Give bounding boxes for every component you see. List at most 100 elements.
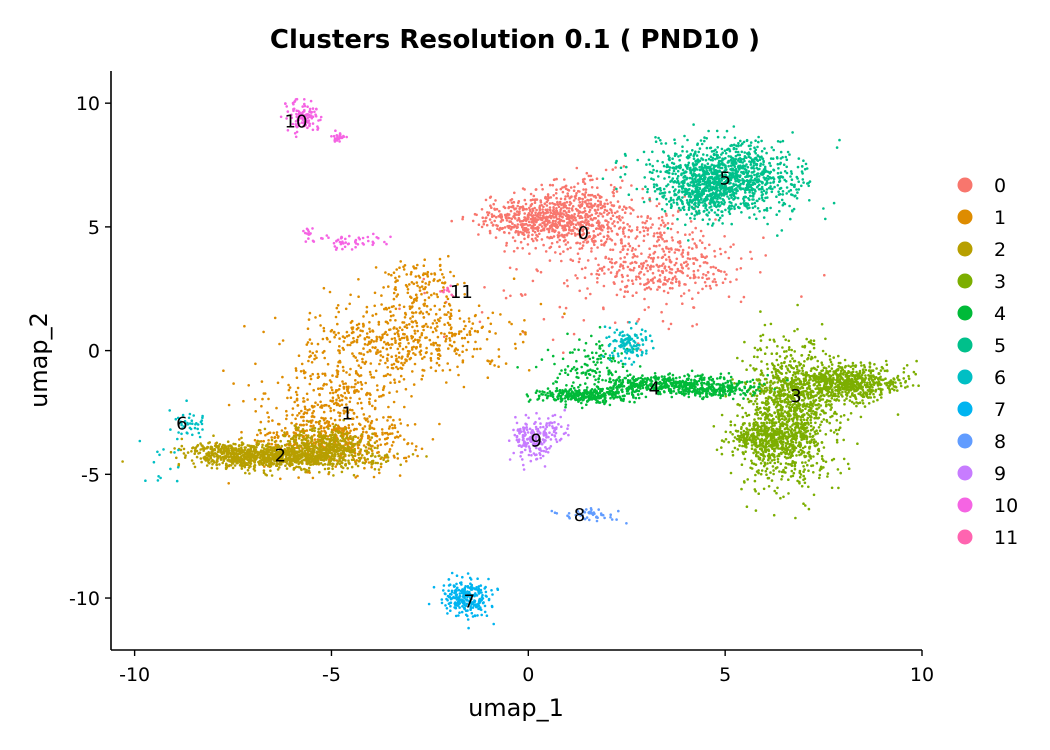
data-point	[299, 457, 302, 460]
data-point	[674, 280, 678, 284]
data-point	[523, 207, 526, 211]
data-point	[652, 265, 655, 268]
data-point	[356, 452, 360, 456]
data-point	[322, 404, 326, 407]
data-point	[576, 276, 579, 280]
data-point	[756, 348, 759, 352]
data-point	[766, 462, 769, 465]
data-point	[261, 443, 264, 447]
data-point	[406, 353, 410, 356]
data-point	[269, 446, 273, 450]
data-point	[714, 280, 717, 284]
data-point	[300, 441, 304, 445]
data-point	[347, 391, 351, 395]
data-point	[398, 307, 401, 311]
data-point	[230, 458, 234, 462]
data-point	[812, 471, 815, 474]
data-point	[425, 346, 428, 350]
data-point	[583, 195, 587, 199]
data-point	[343, 439, 346, 443]
data-point	[335, 403, 339, 407]
data-point	[387, 285, 390, 288]
data-point	[510, 201, 514, 205]
data-point	[667, 255, 671, 259]
data-point	[592, 236, 595, 239]
data-point	[406, 442, 409, 446]
data-point	[505, 241, 509, 245]
data-point	[656, 256, 660, 259]
data-point	[624, 260, 627, 264]
data-point	[736, 448, 740, 451]
data-point	[306, 445, 309, 449]
data-point	[765, 346, 769, 349]
data-point	[352, 412, 356, 415]
data-point	[663, 276, 667, 279]
data-point	[311, 419, 314, 422]
data-point	[335, 427, 339, 431]
data-point	[521, 340, 525, 344]
data-point	[711, 280, 715, 283]
data-point	[404, 456, 408, 460]
data-point	[489, 204, 492, 207]
data-point	[288, 386, 292, 389]
data-point	[395, 295, 398, 298]
data-point	[567, 217, 571, 221]
data-point	[662, 283, 665, 286]
data-point	[580, 204, 584, 207]
data-point	[764, 254, 767, 257]
data-point	[698, 264, 702, 268]
data-point	[581, 192, 584, 196]
data-point	[776, 410, 779, 414]
data-point	[759, 373, 763, 376]
data-point	[336, 364, 340, 368]
data-point	[494, 199, 497, 202]
data-point	[448, 304, 452, 307]
data-point	[810, 412, 813, 415]
data-point	[674, 261, 678, 265]
data-point	[712, 265, 715, 269]
data-point	[511, 222, 514, 225]
data-point	[477, 233, 480, 236]
data-point	[562, 250, 565, 253]
data-point	[415, 324, 419, 328]
data-point	[388, 450, 391, 453]
data-point	[628, 244, 632, 248]
data-point	[349, 429, 352, 433]
data-point	[315, 450, 319, 453]
data-point	[285, 409, 288, 413]
data-point	[330, 445, 333, 449]
data-point	[548, 259, 552, 262]
data-point	[609, 260, 612, 264]
data-point	[383, 332, 386, 336]
data-point	[643, 308, 647, 312]
data-point	[508, 320, 511, 324]
data-point	[640, 267, 644, 270]
data-point	[580, 267, 584, 271]
data-point	[346, 467, 350, 470]
data-point	[304, 407, 307, 411]
data-point	[570, 214, 574, 217]
data-point	[315, 350, 319, 353]
data-point	[700, 241, 704, 244]
data-point	[447, 254, 450, 258]
data-point	[412, 383, 416, 386]
data-point	[371, 330, 375, 333]
data-point	[564, 195, 567, 198]
data-point	[366, 420, 370, 423]
data-point	[646, 269, 649, 273]
data-point	[758, 406, 762, 410]
data-point	[329, 409, 333, 413]
data-point	[437, 364, 441, 367]
data-point	[652, 234, 656, 238]
data-point	[836, 468, 840, 471]
data-point	[524, 222, 528, 226]
data-point	[687, 246, 691, 249]
data-point	[551, 221, 554, 224]
data-point	[540, 183, 543, 187]
data-point	[523, 216, 526, 219]
data-point	[301, 428, 305, 431]
data-point	[422, 325, 425, 329]
data-point	[395, 365, 398, 369]
data-point	[368, 415, 371, 418]
data-point	[389, 314, 393, 318]
